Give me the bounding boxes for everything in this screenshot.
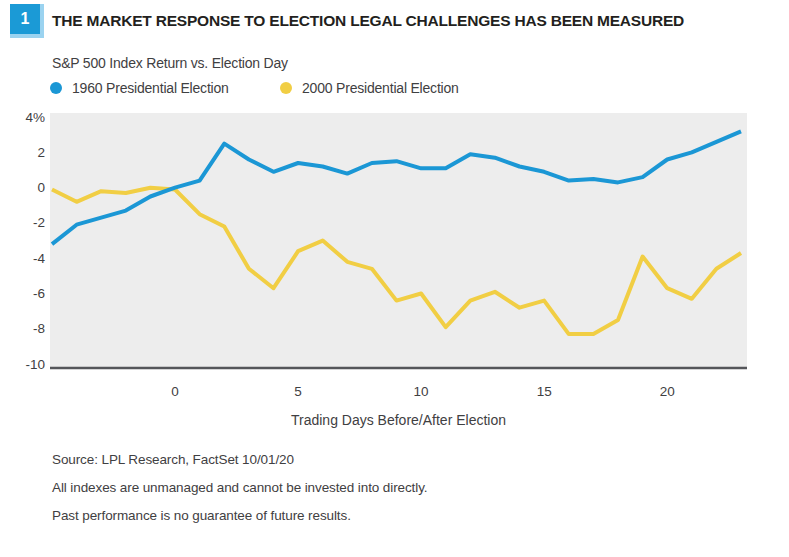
- x-tick-label: 0: [171, 384, 179, 399]
- x-tick-label: 15: [537, 384, 552, 399]
- y-tick-label: 2: [37, 145, 45, 160]
- figure-number-badge: 1: [10, 4, 44, 38]
- y-tick-label: 0: [37, 180, 45, 195]
- figure: 1 THE MARKET RESPONSE TO ELECTION LEGAL …: [0, 0, 789, 557]
- x-tick-label: 20: [660, 384, 675, 399]
- legend-dot-2000-icon: [280, 82, 292, 94]
- chart-canvas: 4%20-2-4-6-8-1005101520Trading Days Befo…: [0, 100, 789, 445]
- legend-dot-1960-icon: [50, 82, 62, 94]
- y-tick-label: -10: [25, 357, 45, 372]
- disclaimer-past-performance: Past performance is no guarantee of futu…: [52, 508, 351, 523]
- x-axis-title: Trading Days Before/After Election: [291, 412, 506, 428]
- chart-subtitle: S&P 500 Index Return vs. Election Day: [52, 55, 288, 71]
- source-note: Source: LPL Research, FactSet 10/01/20: [52, 452, 294, 467]
- y-tick-label: -4: [33, 251, 45, 266]
- y-tick-label: 4%: [25, 110, 45, 125]
- plot-area: [50, 113, 747, 368]
- legend-label-2000: 2000 Presidential Election: [302, 80, 459, 96]
- legend-item-1960: 1960 Presidential Election: [50, 80, 229, 96]
- x-tick-label: 10: [414, 384, 429, 399]
- y-tick-label: -2: [33, 215, 45, 230]
- figure-title: THE MARKET RESPONSE TO ELECTION LEGAL CH…: [52, 12, 684, 30]
- x-tick-label: 5: [294, 384, 302, 399]
- disclaimer-indexes: All indexes are unmanaged and cannot be …: [52, 480, 427, 495]
- legend-label-1960: 1960 Presidential Election: [72, 80, 229, 96]
- y-tick-label: -6: [33, 286, 45, 301]
- y-tick-label: -8: [33, 321, 45, 336]
- legend-item-2000: 2000 Presidential Election: [280, 80, 459, 96]
